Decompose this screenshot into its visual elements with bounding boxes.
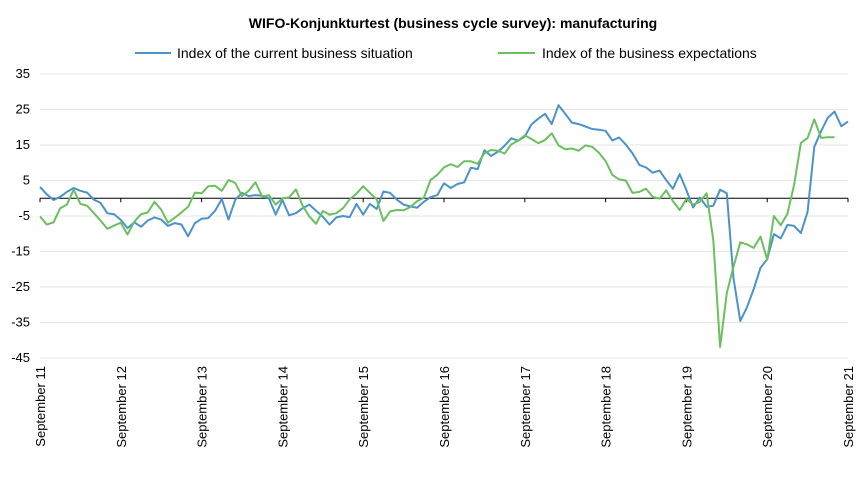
y-tick-label: -5 bbox=[18, 208, 30, 223]
y-tick-label: -45 bbox=[11, 350, 30, 365]
legend: Index of the current business situation I… bbox=[135, 45, 757, 61]
x-tick-label: September 19 bbox=[679, 366, 694, 448]
x-tick-label: September 17 bbox=[518, 366, 533, 448]
x-tick-label: September 15 bbox=[356, 366, 371, 448]
x-tick-label: September 21 bbox=[841, 366, 856, 448]
y-tick-label: 5 bbox=[23, 173, 30, 188]
x-tick-label: September 13 bbox=[195, 366, 210, 448]
x-tick-label: September 14 bbox=[275, 366, 290, 448]
series-line-1 bbox=[39, 104, 849, 323]
chart-title: WIFO-Konjunkturtest (business cycle surv… bbox=[249, 15, 657, 31]
gridlines bbox=[40, 73, 848, 359]
x-axis: September 11 September 12 September 13 Sept… bbox=[33, 198, 856, 448]
x-tick-label: September 20 bbox=[760, 366, 775, 448]
x-tick-label: September 16 bbox=[437, 366, 452, 448]
y-tick-label: 15 bbox=[16, 137, 30, 152]
series-lines bbox=[39, 104, 849, 348]
y-axis: 35 25 15 5 -5 -15 -25 -35 -45 bbox=[11, 66, 30, 365]
x-tick-label: September 12 bbox=[114, 366, 129, 448]
y-tick-label: -25 bbox=[11, 279, 30, 294]
legend-label-1: Index of the current business situation bbox=[177, 45, 413, 61]
y-tick-label: -15 bbox=[11, 244, 30, 259]
x-tick-label: September 18 bbox=[599, 366, 614, 448]
y-tick-label: -35 bbox=[11, 315, 30, 330]
series-line-2 bbox=[39, 118, 835, 348]
y-tick-label: 25 bbox=[16, 102, 30, 117]
y-tick-label: 35 bbox=[16, 66, 30, 81]
x-tick-label: September 11 bbox=[33, 366, 48, 447]
legend-label-2: Index of the business expectations bbox=[542, 45, 757, 61]
